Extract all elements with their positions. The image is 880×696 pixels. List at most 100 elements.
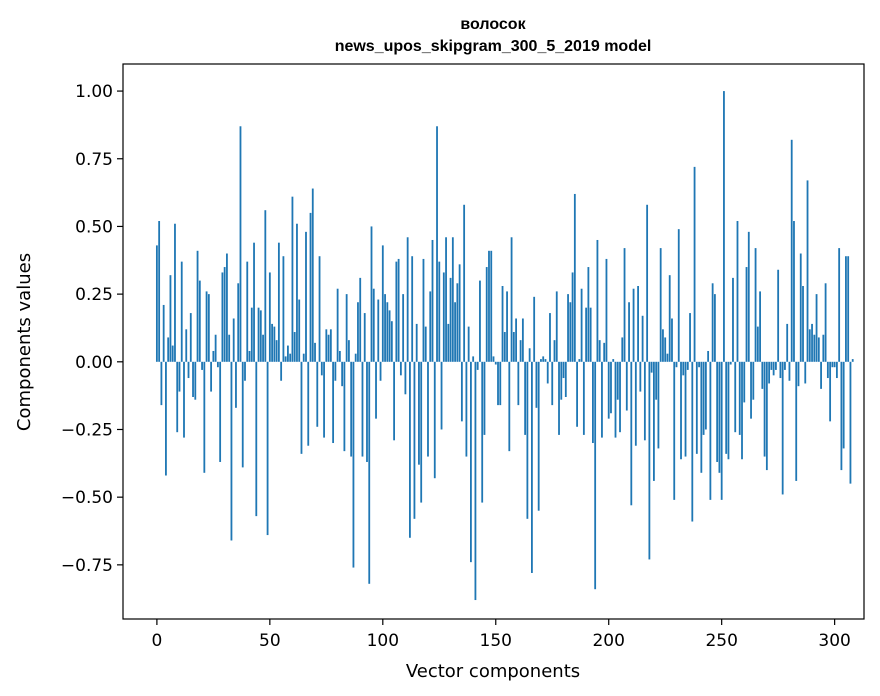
y-tick-label: 0.25	[75, 285, 113, 305]
bar-97	[375, 361, 377, 419]
bar-259	[741, 361, 743, 460]
bar-148	[490, 250, 493, 362]
bar-174	[549, 313, 551, 362]
bar-136	[463, 204, 466, 362]
bar-109	[402, 294, 405, 362]
bar-241	[700, 361, 703, 473]
bar-233	[682, 361, 685, 376]
bar-41	[248, 350, 251, 362]
bar-7	[171, 345, 174, 362]
bar-219	[650, 361, 653, 373]
bar-229	[673, 361, 676, 500]
bar-171	[542, 356, 545, 362]
bar-11	[180, 261, 183, 362]
bar-144	[481, 361, 484, 503]
bar-243	[704, 361, 707, 430]
bar-267	[759, 291, 761, 362]
bar-236	[689, 313, 691, 362]
bar-60	[291, 196, 294, 362]
bar-58	[287, 345, 289, 362]
bar-185	[573, 193, 576, 362]
bar-186	[576, 361, 578, 427]
bar-230	[675, 361, 678, 368]
bar-33	[230, 361, 233, 541]
bar-29	[221, 272, 224, 362]
bar-147	[488, 250, 490, 362]
bar-228	[671, 318, 673, 362]
bar-112	[409, 361, 411, 538]
bar-220	[653, 361, 655, 481]
bar-193	[592, 361, 594, 444]
bar-211	[632, 288, 635, 362]
bar-103	[388, 310, 391, 362]
bar-279	[786, 323, 789, 362]
bar-214	[639, 361, 642, 392]
bar-90	[359, 277, 362, 362]
bar-210	[630, 361, 633, 506]
bar-199	[605, 258, 608, 362]
bar-264	[752, 361, 755, 400]
bar-244	[707, 350, 710, 362]
bar-265	[754, 248, 757, 362]
bar-43	[253, 242, 255, 362]
bar-304	[842, 361, 845, 449]
bar-77	[329, 329, 332, 362]
bar-268	[761, 361, 764, 389]
bar-245	[709, 361, 712, 500]
bar-172	[544, 359, 547, 362]
bar-141	[474, 361, 477, 601]
bar-288	[806, 180, 809, 362]
bar-177	[555, 291, 558, 362]
bar-32	[228, 334, 231, 362]
bar-12	[183, 361, 185, 438]
bar-237	[691, 361, 694, 522]
bar-98	[377, 299, 380, 362]
bar-291	[813, 334, 816, 362]
bar-242	[702, 361, 705, 435]
bar-91	[361, 361, 364, 457]
bar-232	[680, 361, 682, 460]
y-tick-label: −0.50	[61, 488, 113, 508]
bar-135	[460, 361, 463, 422]
bar-115	[415, 323, 418, 362]
bar-239	[695, 361, 698, 454]
bar-76	[327, 334, 330, 362]
bar-300	[833, 361, 836, 368]
bar-105	[393, 361, 395, 441]
bar-179	[560, 361, 563, 400]
y-tick-label: 0.00	[75, 353, 113, 373]
bar-252	[725, 361, 728, 454]
bar-52	[273, 326, 276, 362]
bar-116	[418, 361, 420, 465]
bar-218	[648, 361, 651, 560]
bar-142	[476, 361, 479, 370]
bar-290	[811, 323, 813, 362]
bar-277	[781, 361, 784, 495]
bar-145	[483, 361, 486, 435]
bar-296	[824, 283, 827, 362]
x-axis-label: Vector components	[406, 661, 580, 682]
bar-47	[262, 334, 264, 362]
bar-28	[219, 361, 222, 462]
bar-153	[501, 286, 504, 362]
bar-246	[711, 283, 714, 362]
bar-192	[589, 307, 592, 362]
y-axis-ticks: −0.75 −0.50 −0.25 0.00 0.25 0.50 0.75 1.00	[61, 82, 123, 576]
bar-180	[562, 361, 565, 379]
bar-45	[257, 307, 260, 362]
bar-75	[325, 329, 328, 362]
bar-162	[521, 318, 524, 362]
bar-100	[381, 245, 384, 362]
bar-167	[533, 296, 536, 362]
bar-188	[580, 288, 583, 362]
bar-83	[343, 361, 346, 452]
bar-0	[155, 245, 158, 362]
bar-305	[845, 256, 847, 362]
bar-276	[779, 361, 782, 379]
bar-278	[784, 361, 786, 370]
bar-205	[619, 361, 621, 433]
bars-group	[155, 91, 854, 601]
x-tick-label: 50	[259, 631, 281, 651]
bar-212	[634, 361, 637, 446]
bar-14	[187, 361, 190, 379]
